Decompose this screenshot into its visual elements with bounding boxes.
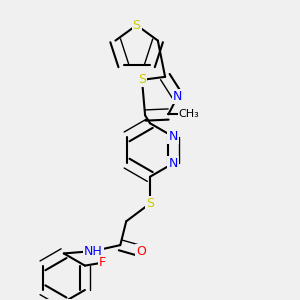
Text: CH₃: CH₃ [179,109,200,119]
Text: N: N [169,157,178,170]
Text: S: S [146,197,154,210]
Text: F: F [99,256,106,269]
Text: O: O [136,244,146,258]
Text: NH: NH [84,244,103,258]
Text: S: S [138,74,146,86]
Text: N: N [169,130,178,143]
Text: S: S [133,19,141,32]
Text: N: N [173,90,182,103]
